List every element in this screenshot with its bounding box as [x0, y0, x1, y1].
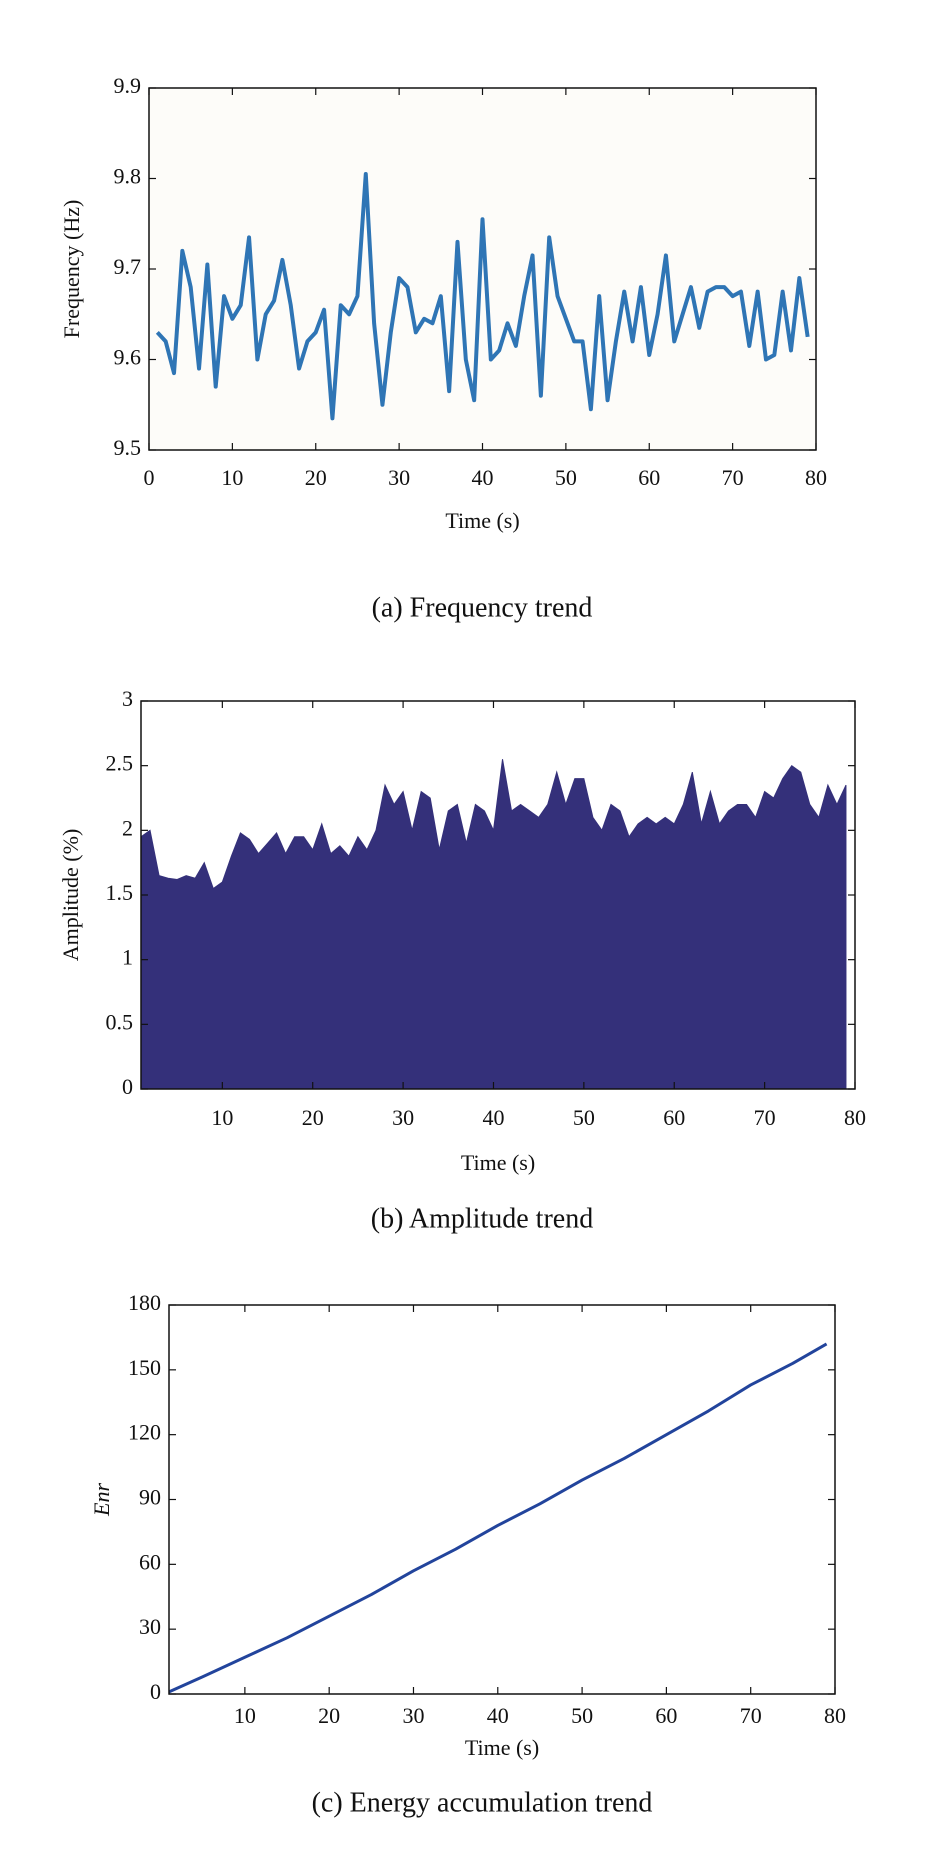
y-tick-label: 30 — [139, 1614, 161, 1639]
y-tick-label: 1.5 — [106, 880, 134, 905]
data-line — [168, 1342, 828, 1694]
x-tick-label: 70 — [722, 465, 744, 490]
x-tick-label: 40 — [482, 1105, 504, 1130]
y-tick-label: 90 — [139, 1485, 161, 1510]
y-tick-label: 2 — [122, 815, 133, 840]
x-tick-label: 80 — [805, 465, 827, 490]
x-axis-label: Time (s) — [465, 1735, 539, 1760]
x-tick-label: 70 — [754, 1105, 776, 1130]
x-tick-label: 20 — [302, 1105, 324, 1130]
caption: (b) Amplitude trend — [371, 1203, 593, 1234]
y-axis-label: Enr — [89, 1483, 114, 1517]
y-tick-label: 0 — [122, 1074, 133, 1099]
x-tick-label: 40 — [487, 1703, 509, 1728]
x-tick-label: 40 — [472, 465, 494, 490]
x-axis-label: Time (s) — [461, 1150, 535, 1175]
caption: (c) Energy accumulation trend — [312, 1787, 653, 1818]
y-tick-label: 1 — [122, 945, 133, 970]
x-tick-label: 70 — [740, 1703, 762, 1728]
x-tick-label: 30 — [402, 1703, 424, 1728]
x-tick-label: 80 — [824, 1703, 846, 1728]
x-tick-label: 50 — [573, 1105, 595, 1130]
data-line — [155, 171, 810, 421]
x-tick-label: 50 — [555, 465, 577, 490]
x-tick-label: 10 — [221, 465, 243, 490]
caption: (a) Frequency trend — [372, 592, 593, 623]
x-tick-label: 60 — [663, 1105, 685, 1130]
x-tick-label: 80 — [844, 1105, 866, 1130]
y-tick-label: 180 — [128, 1290, 161, 1315]
y-tick-label: 9.7 — [114, 254, 142, 279]
x-tick-label: 60 — [655, 1703, 677, 1728]
x-tick-label: 60 — [638, 465, 660, 490]
x-tick-label: 50 — [571, 1703, 593, 1728]
y-axis-label: Frequency (Hz) — [59, 200, 84, 339]
y-tick-label: 60 — [139, 1549, 161, 1574]
x-tick-label: 30 — [392, 1105, 414, 1130]
x-tick-label: 20 — [318, 1703, 340, 1728]
plot-background — [149, 88, 816, 450]
y-tick-label: 2.5 — [106, 751, 134, 776]
y-tick-label: 3 — [122, 686, 133, 711]
y-tick-label: 150 — [128, 1355, 161, 1380]
y-tick-label: 0 — [150, 1679, 161, 1704]
x-tick-label: 0 — [144, 465, 155, 490]
y-tick-label: 0.5 — [106, 1009, 134, 1034]
x-tick-label: 20 — [305, 465, 327, 490]
plot-background — [169, 1305, 835, 1694]
y-tick-label: 9.6 — [114, 345, 142, 370]
x-tick-label: 10 — [211, 1105, 233, 1130]
x-axis-label: Time (s) — [445, 508, 519, 533]
y-tick-label: 9.9 — [114, 73, 142, 98]
y-tick-label: 9.8 — [114, 164, 142, 189]
data-area — [140, 759, 847, 1090]
y-tick-label: 9.5 — [114, 435, 142, 460]
x-tick-label: 10 — [234, 1703, 256, 1728]
y-axis-label: Amplitude (%) — [58, 829, 83, 962]
y-tick-label: 120 — [128, 1420, 161, 1445]
x-tick-label: 30 — [388, 465, 410, 490]
